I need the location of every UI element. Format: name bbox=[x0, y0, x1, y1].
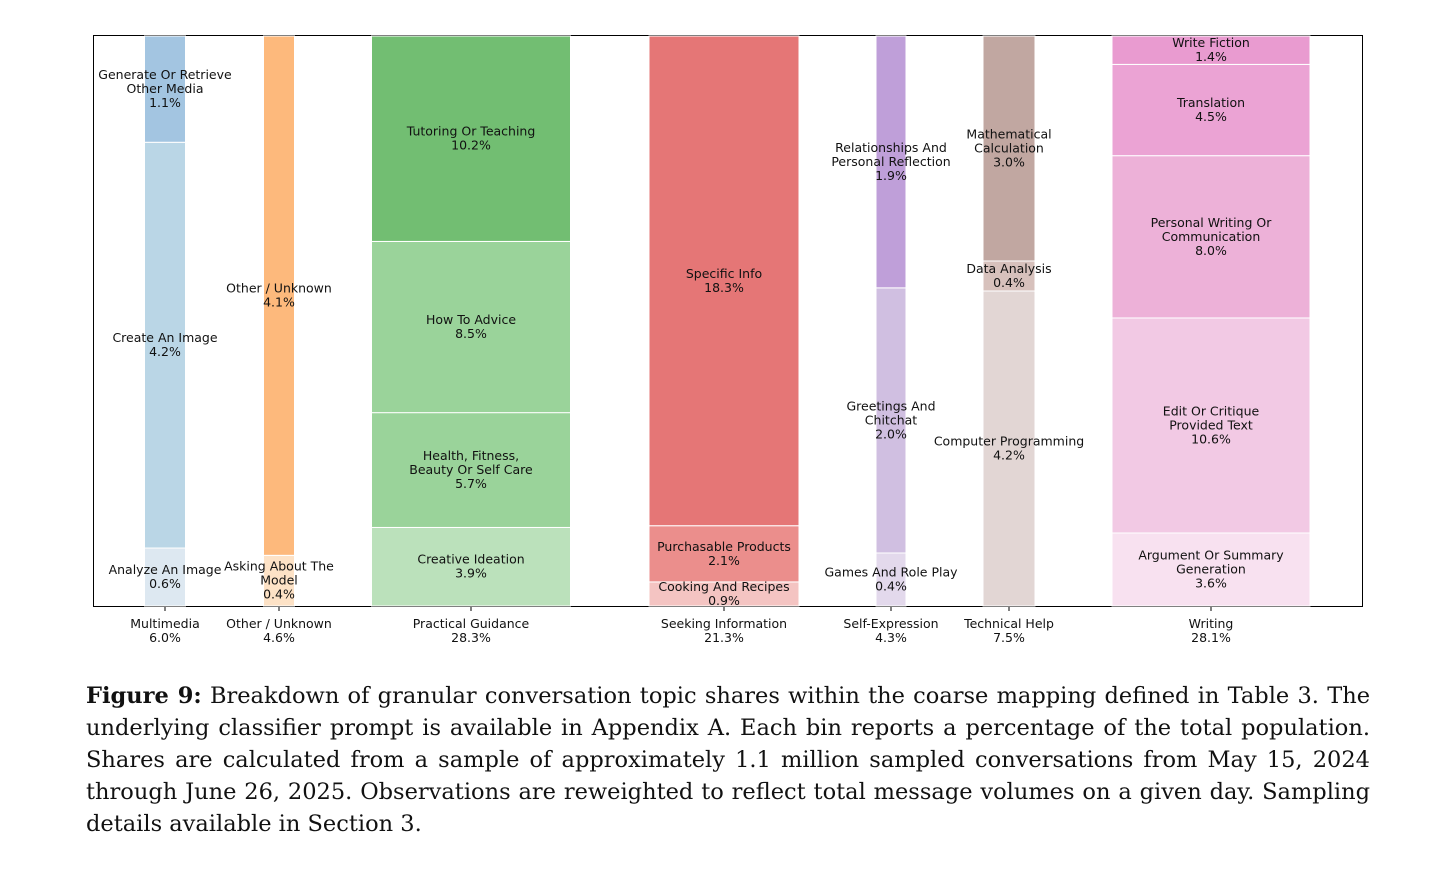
segment-label-self-expression-relationships-and-personal-reflection: Relationships And Personal Reflection 1.9% bbox=[831, 140, 950, 183]
segment-label-seeking-information-cooking-and-recipes: Cooking And Recipes 0.9% bbox=[658, 579, 789, 608]
segment-label-other-unknown-other-unknown: Other / Unknown 4.1% bbox=[226, 281, 332, 310]
caption-prefix: Figure 9: bbox=[86, 683, 202, 709]
segment-bar-technical-help-mathematical-calculation bbox=[982, 35, 1036, 262]
x-tick-label-other-unknown: Other / Unknown 4.6% bbox=[226, 616, 332, 645]
segment-label-other-unknown-asking-about-the-model: Asking About The Model 0.4% bbox=[224, 559, 334, 602]
segment-label-practical-guidance-health-fitness-beauty-or-self-care: Health, Fitness, Beauty Or Self Care 5.7% bbox=[409, 448, 533, 491]
segment-bar-seeking-information-specific-info bbox=[648, 35, 800, 527]
x-tick-label-practical-guidance: Practical Guidance 28.3% bbox=[413, 616, 530, 645]
segment-bar-self-expression-relationships-and-personal-reflection bbox=[875, 35, 907, 289]
segment-bar-practical-guidance-creative-ideation bbox=[371, 526, 571, 607]
segment-label-seeking-information-purchasable-products: Purchasable Products 2.1% bbox=[657, 539, 791, 568]
segment-bar-self-expression-games-and-role-play bbox=[875, 552, 907, 607]
segment-label-technical-help-data-analysis: Data Analysis 0.4% bbox=[966, 261, 1051, 290]
segment-bar-writing-write-fiction bbox=[1111, 35, 1311, 65]
x-tick-label-writing: Writing 28.1% bbox=[1189, 616, 1234, 645]
caption-text: Breakdown of granular conversation topic… bbox=[86, 683, 1371, 837]
segment-bar-multimedia-create-an-image bbox=[144, 141, 186, 549]
segment-bar-practical-guidance-how-to-advice bbox=[371, 240, 571, 414]
segment-bar-writing-argument-or-summary-generation bbox=[1111, 532, 1311, 607]
segment-label-self-expression-games-and-role-play: Games And Role Play 0.4% bbox=[824, 564, 958, 593]
segment-bar-practical-guidance-tutoring-or-teaching bbox=[371, 35, 571, 242]
x-tick-label-seeking-information: Seeking Information 21.3% bbox=[661, 616, 787, 645]
segment-label-self-expression-greetings-and-chitchat: Greetings And Chitchat 2.0% bbox=[846, 398, 935, 441]
bars-group bbox=[144, 35, 1311, 607]
segment-bar-writing-translation bbox=[1111, 63, 1311, 157]
mosaic-chart: Analyze An Image 0.6% Create An Image 4.2% G… bbox=[93, 35, 1363, 645]
segment-bar-self-expression-greetings-and-chitchat bbox=[875, 287, 907, 554]
segment-label-writing-translation: Translation 4.5% bbox=[1176, 95, 1245, 124]
segment-bar-multimedia-generate-or-retrieve-other-media bbox=[144, 35, 186, 143]
segment-label-multimedia-create-an-image: Create An Image 4.2% bbox=[112, 330, 217, 359]
x-tick-label-multimedia: Multimedia 6.0% bbox=[130, 616, 200, 645]
segment-label-seeking-information-specific-info: Specific Info 18.3% bbox=[686, 266, 762, 295]
segment-label-multimedia-analyze-an-image: Analyze An Image 0.6% bbox=[109, 562, 222, 591]
segment-label-practical-guidance-creative-ideation: Creative Ideation 3.9% bbox=[417, 552, 524, 581]
figure-caption: Figure 9: Breakdown of granular conversa… bbox=[86, 680, 1370, 840]
x-tick-label-technical-help: Technical Help 7.5% bbox=[963, 616, 1054, 645]
segment-bar-practical-guidance-health-fitness-beauty-or-self-care bbox=[371, 412, 571, 528]
segment-label-practical-guidance-how-to-advice: How To Advice 8.5% bbox=[426, 312, 516, 341]
labels-group: Analyze An Image 0.6% Create An Image 4.2% G… bbox=[98, 35, 1284, 645]
segment-label-technical-help-computer-programming: Computer Programming 4.2% bbox=[934, 434, 1084, 463]
segment-label-writing-edit-or-critique-provided-text: Edit Or Critique Provided Text 10.6% bbox=[1163, 403, 1260, 446]
segment-label-writing-write-fiction: Write Fiction 1.4% bbox=[1172, 35, 1250, 64]
segment-label-technical-help-mathematical-calculation: Mathematical Calculation 3.0% bbox=[966, 127, 1051, 170]
segment-label-multimedia-generate-or-retrieve-other-media: Generate Or Retrieve Other Media 1.1% bbox=[98, 67, 232, 110]
segment-bar-writing-personal-writing-or-communication bbox=[1111, 155, 1311, 319]
segment-label-writing-personal-writing-or-communication: Personal Writing Or Communication 8.0% bbox=[1151, 215, 1273, 258]
segment-bar-seeking-information-purchasable-products bbox=[648, 525, 800, 583]
segment-label-practical-guidance-tutoring-or-teaching: Tutoring Or Teaching 10.2% bbox=[406, 124, 536, 153]
segment-bar-seeking-information-cooking-and-recipes bbox=[648, 581, 800, 607]
segment-bar-other-unknown-other-unknown bbox=[263, 35, 295, 556]
segment-bar-writing-edit-or-critique-provided-text bbox=[1111, 317, 1311, 534]
segment-label-writing-argument-or-summary-generation: Argument Or Summary Generation 3.6% bbox=[1138, 547, 1284, 590]
x-tick-label-self-expression: Self-Expression 4.3% bbox=[843, 616, 938, 645]
